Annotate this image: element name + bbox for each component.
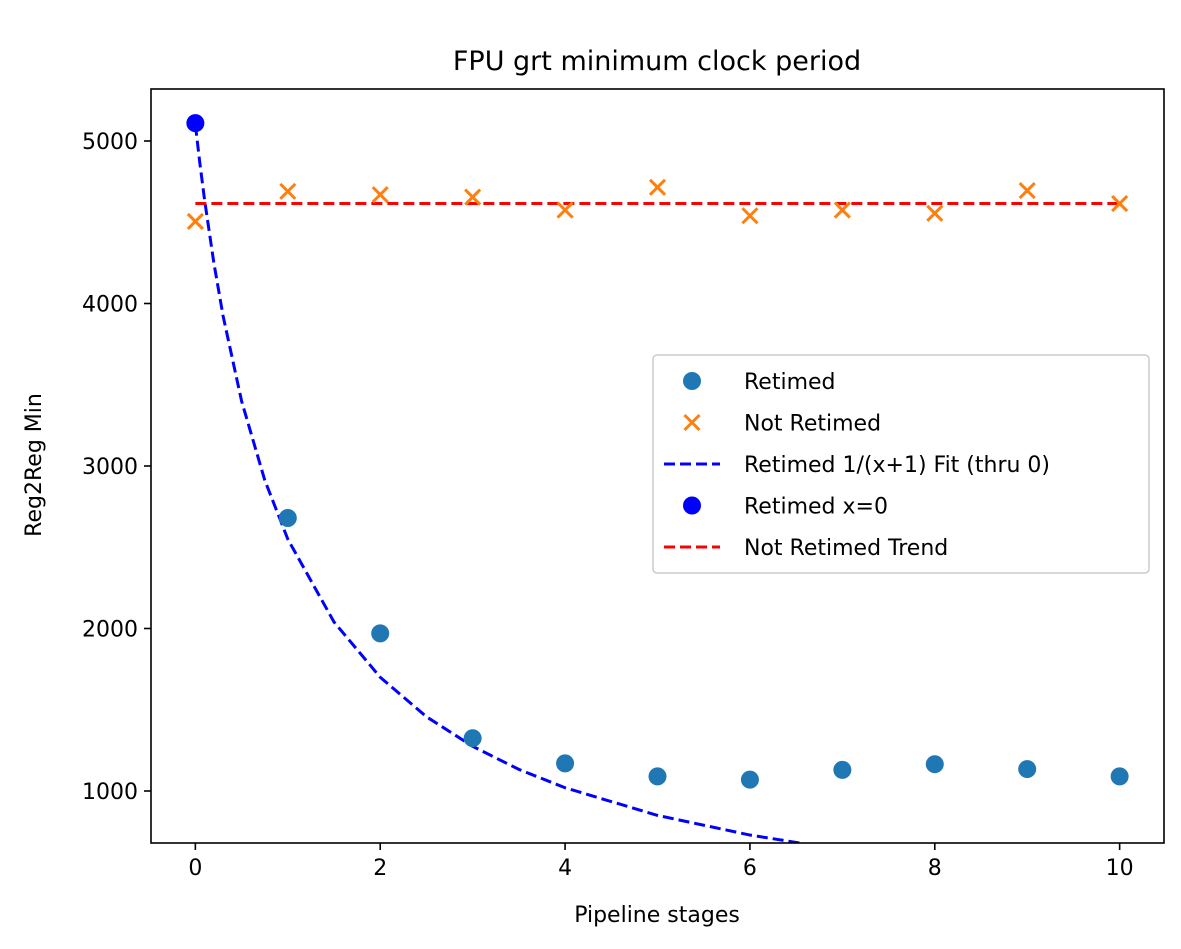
- series-1-point-1: [279, 182, 297, 200]
- series-0-point-7: [925, 755, 944, 774]
- x-tick-label-0: 0: [188, 856, 202, 881]
- series-3-point-0: [186, 114, 205, 133]
- x-tick-label-5: 10: [1106, 856, 1134, 881]
- legend-label-2: Retimed 1/(x+1) Fit (thru 0): [744, 453, 1050, 478]
- series-0-point-1: [371, 624, 390, 643]
- x-axis-label: Pipeline stages: [574, 903, 740, 928]
- legend-handle-3: [683, 496, 701, 515]
- y-tick-label-0: 1000: [82, 780, 138, 805]
- x-tick-label-1: 2: [373, 856, 387, 881]
- legend-handle-0: [683, 372, 701, 390]
- y-axis-label: Reg2Reg Min: [22, 393, 47, 537]
- plot-area: [186, 114, 1129, 843]
- series-1-point-3: [464, 188, 482, 206]
- series-0-point-8: [1018, 760, 1037, 779]
- series-0-point-2: [463, 729, 482, 748]
- chart-title: FPU grt minimum clock period: [453, 46, 861, 77]
- series-0-point-4: [648, 767, 667, 786]
- series-0-point-9: [1110, 767, 1129, 786]
- series-line-2: [193, 124, 810, 843]
- x-tick-label-3: 6: [743, 856, 757, 881]
- y-tick-label-3: 4000: [82, 293, 138, 318]
- series-0-point-0: [278, 509, 297, 527]
- series-1-point-7: [833, 201, 851, 219]
- legend-label-3: Retimed x=0: [744, 495, 888, 520]
- series-1-point-4: [556, 201, 574, 219]
- y-tick-label-2: 3000: [82, 455, 138, 480]
- y-tick-label-1: 2000: [82, 618, 138, 643]
- legend-box: [652, 354, 1150, 574]
- legend-label-4: Not Retimed Trend: [744, 536, 948, 561]
- x-tick-label-4: 8: [928, 856, 942, 881]
- series-1-point-8: [926, 204, 944, 222]
- legend-label-1: Not Retimed: [744, 412, 881, 437]
- series-0-point-3: [556, 754, 575, 773]
- series-1-point-5: [648, 178, 667, 196]
- x-tick-label-2: 4: [558, 856, 572, 881]
- series-1-point-9: [1018, 182, 1036, 200]
- legend-handle-1: [683, 413, 701, 432]
- axes: 0 2 4 6 8 10 1000 2000 3000 4000 5000: [82, 88, 1165, 881]
- series-1-point-0: [186, 212, 204, 230]
- series-1-point-10: [1111, 195, 1129, 213]
- legend: Retimed Not Retimed Retimed 1/(x+1) Fit (t…: [652, 354, 1150, 574]
- series-1-point-2: [371, 186, 389, 204]
- legend-label-0: Retimed: [744, 370, 836, 395]
- series-1-point-6: [741, 207, 759, 225]
- y-tick-label-4: 5000: [82, 130, 138, 155]
- series-0-point-6: [833, 760, 852, 779]
- series-0-point-5: [740, 770, 759, 789]
